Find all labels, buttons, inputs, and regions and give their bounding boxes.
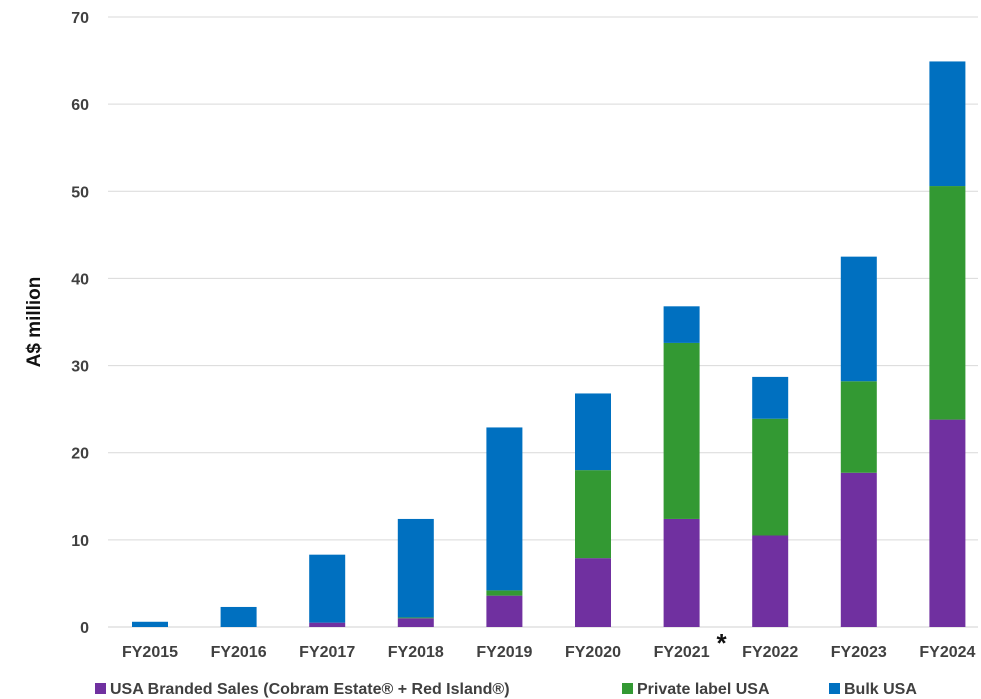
category-note-mark: * [717, 628, 728, 658]
bar-segment [575, 393, 611, 471]
x-tick-label: FY2022 [742, 644, 798, 661]
bar-segment [575, 558, 611, 627]
bar-segment [929, 61, 966, 187]
bar-segment [840, 381, 877, 473]
y-tick-label: 30 [71, 359, 89, 376]
x-tick-label: FY2019 [476, 644, 532, 661]
y-axis-label: A$ million [24, 277, 45, 368]
y-tick-label: 0 [80, 620, 89, 637]
bar-segment [397, 518, 434, 618]
legend-label: Bulk USA [844, 681, 917, 698]
x-tick-label: FY2020 [565, 644, 621, 661]
bar-segment [663, 342, 700, 519]
y-tick-label: 70 [71, 10, 89, 27]
bar-segment [309, 622, 346, 627]
bar-segment [220, 606, 257, 627]
bar-segment [929, 186, 966, 420]
legend: USA Branded Sales (Cobram Estate® + Red … [95, 681, 917, 698]
bar-segment [663, 518, 700, 627]
x-tick-label: FY2024 [919, 644, 975, 661]
legend-swatch [95, 683, 106, 694]
x-tick-label: FY2021 [654, 644, 710, 661]
legend-swatch [622, 683, 633, 694]
y-tick-label: 50 [71, 184, 89, 201]
x-tick-label: FY2023 [831, 644, 887, 661]
y-tick-label: 40 [71, 271, 89, 288]
x-tick-label: FY2015 [122, 644, 178, 661]
bar-segment [309, 554, 346, 623]
legend-label: USA Branded Sales (Cobram Estate® + Red … [110, 681, 510, 698]
x-tick-label: FY2016 [211, 644, 267, 661]
x-tick-label: FY2017 [299, 644, 355, 661]
bar-stacks [132, 61, 966, 627]
bar-segment [132, 621, 168, 627]
legend-swatch [829, 683, 840, 694]
bar-segment [929, 419, 966, 627]
bar-segment [486, 590, 523, 596]
bar-segment [663, 306, 700, 343]
bar-segment [752, 376, 789, 419]
bar-segment [840, 256, 877, 382]
bar-segment [486, 427, 523, 591]
bar-segment [486, 595, 523, 627]
bar-segment [840, 472, 877, 627]
bar-segment [397, 618, 434, 627]
y-tick-label: 20 [71, 446, 89, 463]
y-axis-ticks: 0 10 20 30 40 50 60 70 [71, 10, 89, 637]
x-tick-label: FY2018 [388, 644, 444, 661]
x-axis-ticks: FY2015 FY2016 FY2017 FY2018 FY2019 FY2020 FY20… [122, 628, 976, 661]
bar-segment [397, 617, 434, 619]
y-tick-label: 10 [71, 533, 89, 550]
bar-segment [752, 535, 789, 627]
y-tick-label: 60 [71, 97, 89, 114]
bar-segment [752, 418, 789, 536]
gridlines [108, 16, 978, 541]
bar-segment [575, 470, 611, 559]
legend-label: Private label USA [637, 681, 770, 698]
